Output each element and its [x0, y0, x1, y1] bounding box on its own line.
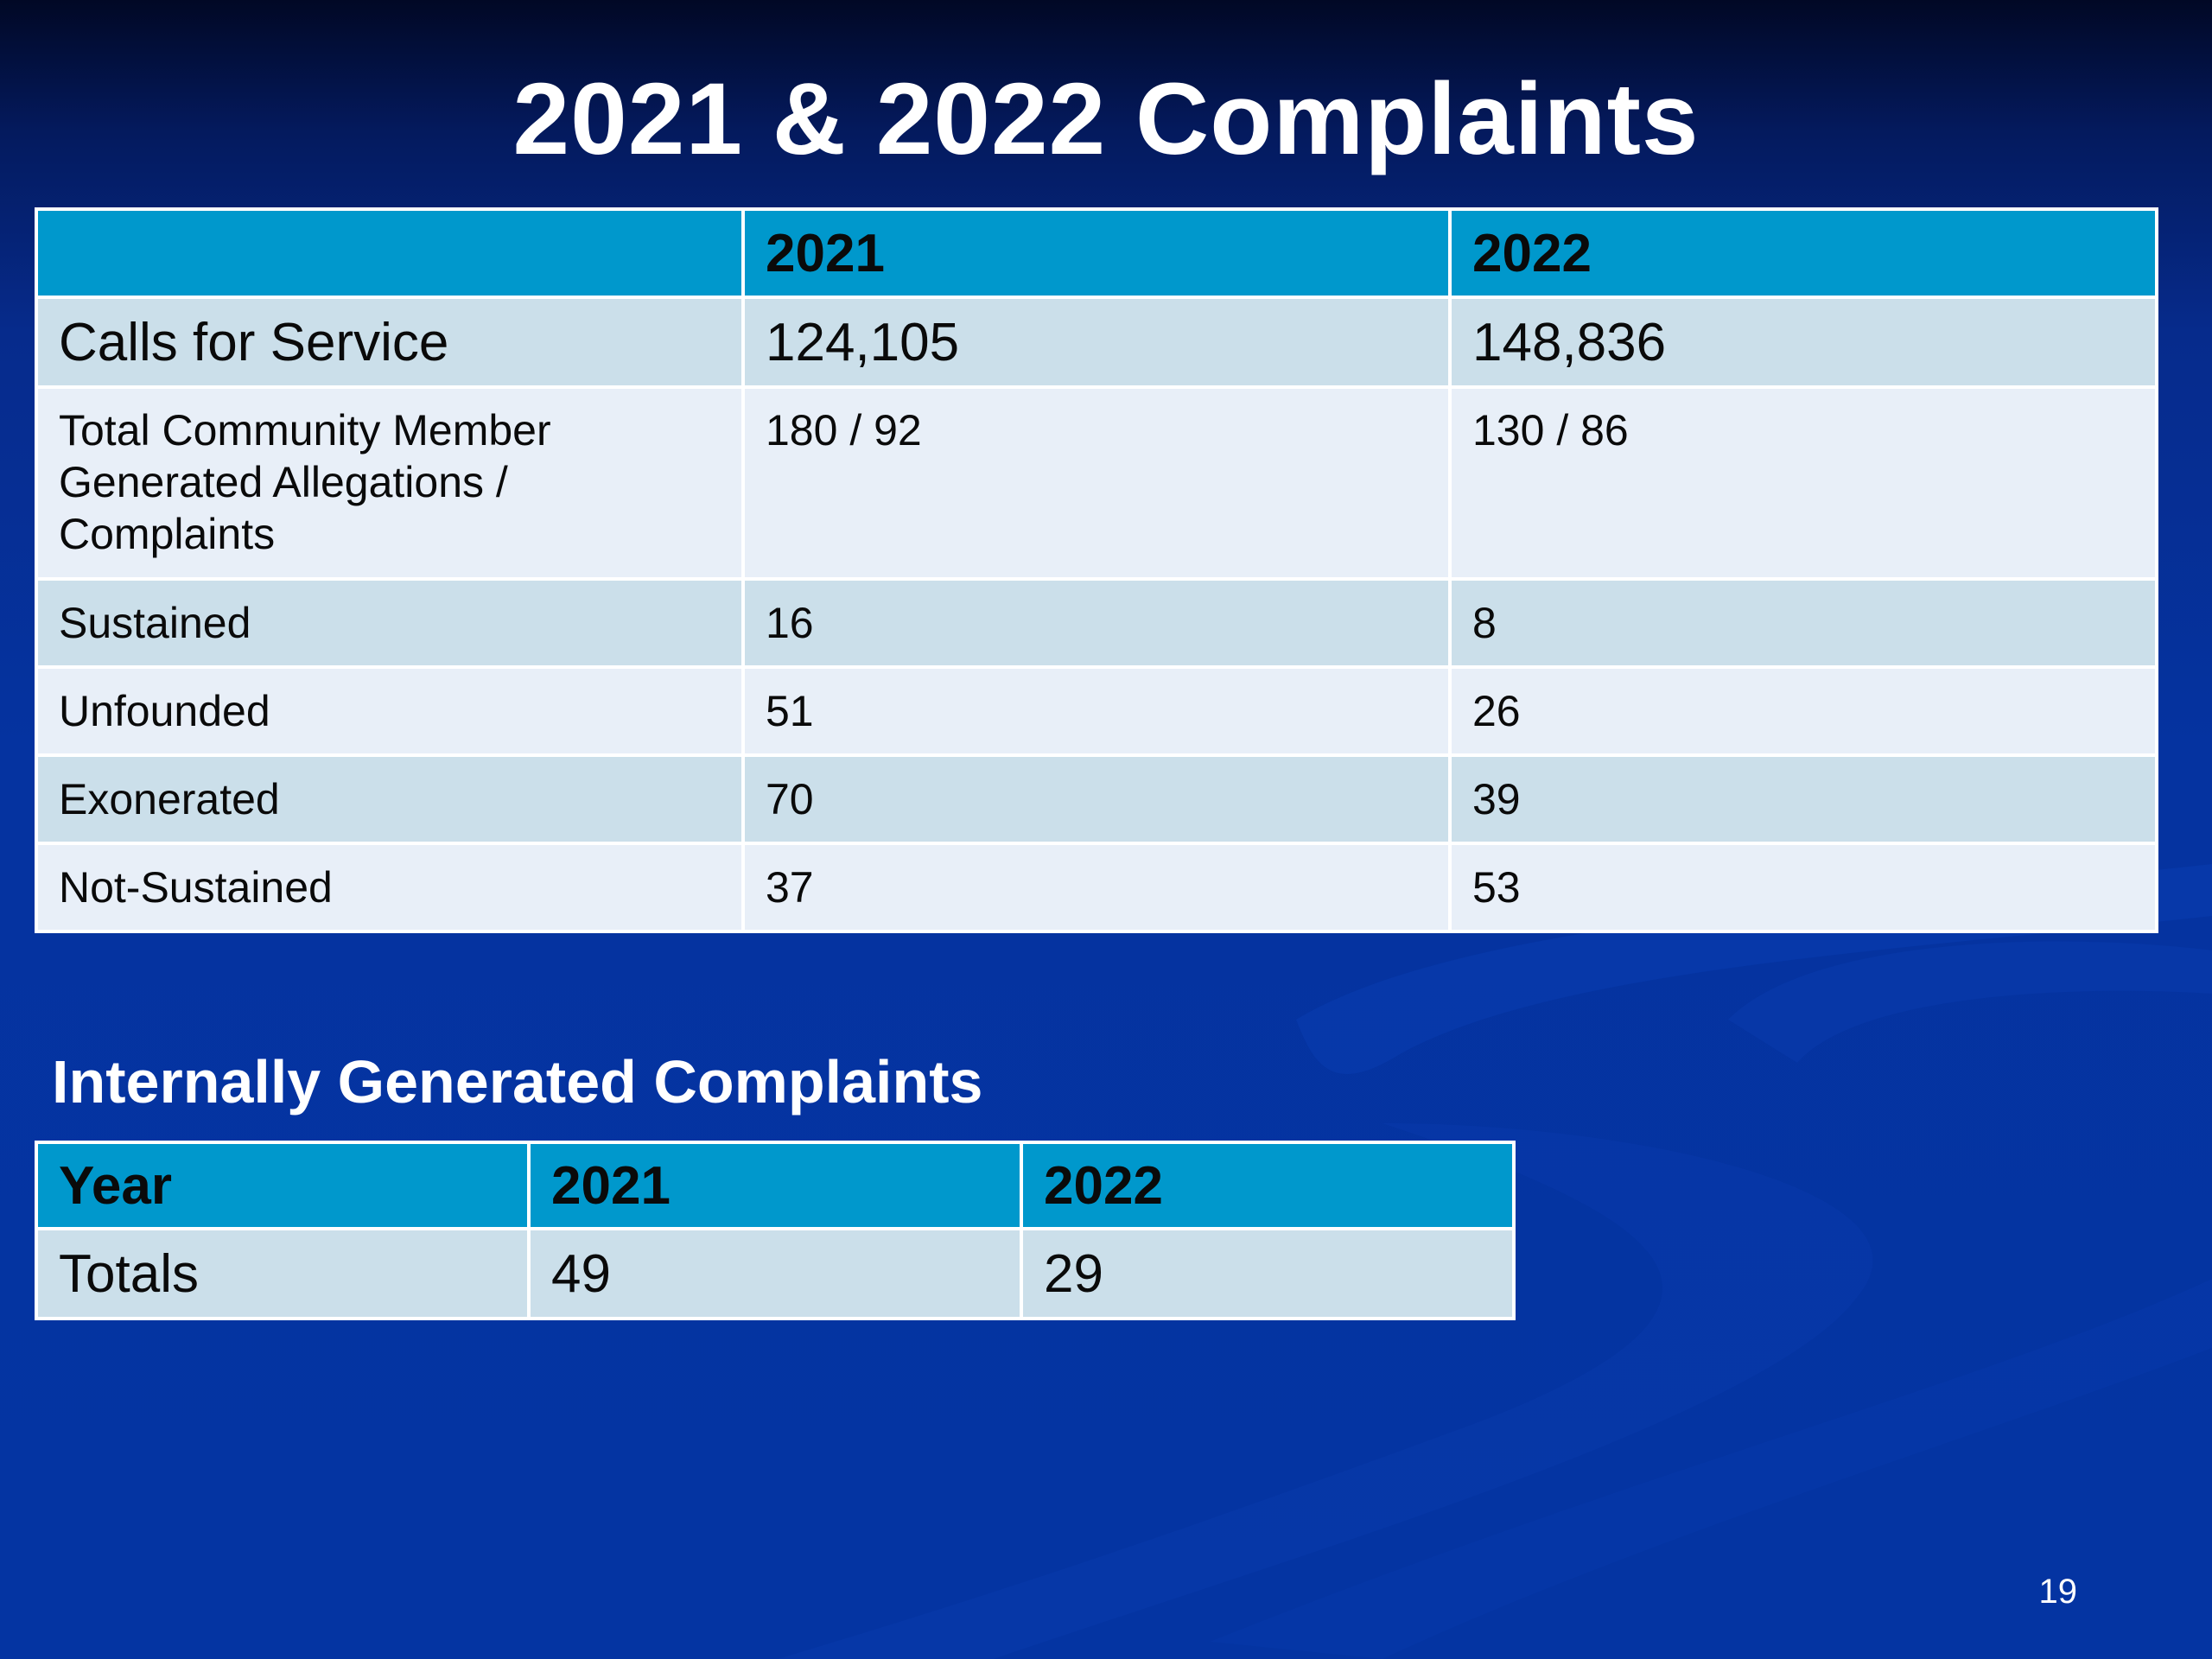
value-2022: 29: [1020, 1227, 1516, 1320]
row-label: Exonerated: [35, 753, 745, 845]
table-header-row: Year 2021 2022: [35, 1141, 1516, 1230]
value-2021: 70: [741, 753, 1452, 845]
row-label: Calls for Service: [35, 296, 745, 389]
value-2022: 148,836: [1448, 296, 2158, 389]
value-2021: 180 / 92: [741, 385, 1452, 581]
table-row-sustained: Sustained 16 8: [35, 577, 2158, 669]
header-cell-2022: 2022: [1020, 1141, 1516, 1230]
value-2022: 8: [1448, 577, 2158, 669]
table-row-unfounded: Unfounded 51 26: [35, 665, 2158, 757]
row-label: Total Community Member Generated Allegat…: [35, 385, 745, 581]
value-2022: 53: [1448, 842, 2158, 933]
row-label: Not-Sustained: [35, 842, 745, 933]
value-2022: 39: [1448, 753, 2158, 845]
value-2021: 49: [527, 1227, 1023, 1320]
table-row-totals: Totals 49 29: [35, 1227, 1516, 1320]
page-number: 19: [2038, 1573, 2078, 1611]
value-2021: 37: [741, 842, 1452, 933]
table-row-community-allegations: Total Community Member Generated Allegat…: [35, 385, 2158, 581]
header-cell-2021: 2021: [527, 1141, 1023, 1230]
table-header-row: 2021 2022: [35, 207, 2158, 299]
header-cell-label: [35, 207, 745, 299]
value-2021: 124,105: [741, 296, 1452, 389]
header-cell-2022: 2022: [1448, 207, 2158, 299]
internal-complaints-table: Year 2021 2022 Totals 49 29: [35, 1141, 1516, 1320]
slide-title: 2021 & 2022 Complaints: [512, 62, 1700, 176]
complaints-table: 2021 2022 Calls for Service 124,105 148,…: [35, 207, 2158, 933]
value-2022: 26: [1448, 665, 2158, 757]
table-row-not-sustained: Not-Sustained 37 53: [35, 842, 2158, 933]
table-row-calls-for-service: Calls for Service 124,105 148,836: [35, 296, 2158, 389]
row-label: Totals: [35, 1227, 531, 1320]
internal-complaints-title: Internally Generated Complaints: [52, 1048, 983, 1116]
table-row-exonerated: Exonerated 70 39: [35, 753, 2158, 845]
row-label: Unfounded: [35, 665, 745, 757]
value-2021: 16: [741, 577, 1452, 669]
value-2021: 51: [741, 665, 1452, 757]
header-cell-2021: 2021: [741, 207, 1452, 299]
row-label: Sustained: [35, 577, 745, 669]
value-2022: 130 / 86: [1448, 385, 2158, 581]
header-cell-year: Year: [35, 1141, 531, 1230]
